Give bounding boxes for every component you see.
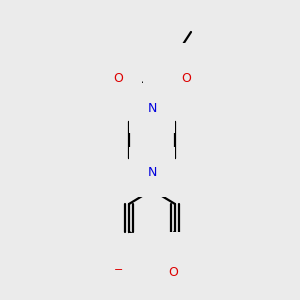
Text: O: O [168, 266, 178, 278]
Text: −: − [114, 265, 124, 275]
Text: N: N [147, 166, 157, 178]
Text: N: N [147, 251, 157, 265]
Text: N: N [147, 101, 157, 115]
Text: O: O [163, 61, 173, 74]
Text: O: O [181, 73, 191, 85]
Text: +: + [161, 247, 169, 257]
Text: O: O [113, 71, 123, 85]
Text: O: O [126, 266, 136, 278]
